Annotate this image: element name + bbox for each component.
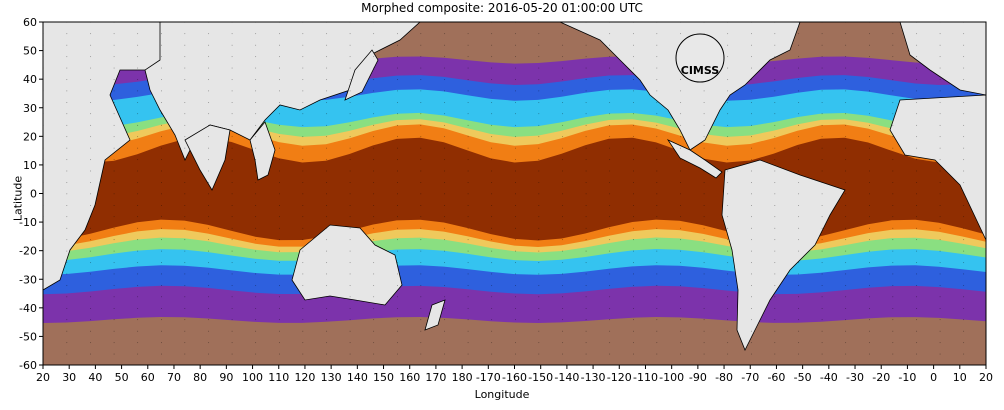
y-tick-label: -30	[19, 273, 37, 286]
x-tick-label: -90	[689, 371, 707, 384]
x-tick-label: 60	[141, 371, 155, 384]
map-title: Morphed composite: 2016-05-20 01:00:00 U…	[361, 1, 643, 15]
x-tick-label: -100	[659, 371, 684, 384]
x-tick-label: 30	[62, 371, 76, 384]
x-axis: 20 30 40 50 60 70 80 90 100 110 120 130 140 150 160 170…	[36, 365, 993, 384]
x-tick-label: 90	[219, 371, 233, 384]
y-axis: 60 50 40 30 20 10 0 -10 -20 -30 -40 -50 -60	[19, 16, 43, 372]
y-tick-label: 40	[23, 73, 37, 86]
x-tick-label: -140	[554, 371, 579, 384]
x-tick-label: -50	[794, 371, 812, 384]
x-tick-label: 120	[294, 371, 315, 384]
x-tick-label: 160	[399, 371, 420, 384]
y-tick-label: 20	[23, 130, 37, 143]
x-tick-label: -160	[502, 371, 527, 384]
x-tick-label: 150	[373, 371, 394, 384]
x-tick-label: 140	[347, 371, 368, 384]
y-tick-label: 10	[23, 159, 37, 172]
x-tick-label: 50	[115, 371, 129, 384]
x-axis-label: Longitude	[474, 388, 530, 401]
x-tick-label: 110	[268, 371, 289, 384]
y-tick-label: -50	[19, 330, 37, 343]
x-tick-label: 0	[930, 371, 937, 384]
x-tick-label: -120	[607, 371, 632, 384]
map-plot-area	[43, 22, 986, 365]
x-tick-label: 180	[452, 371, 473, 384]
x-tick-label: -10	[898, 371, 916, 384]
x-tick-label: -30	[846, 371, 864, 384]
x-tick-label: 130	[321, 371, 342, 384]
x-tick-label: -150	[528, 371, 553, 384]
x-tick-label: -70	[741, 371, 759, 384]
x-tick-label: 20	[36, 371, 50, 384]
x-tick-label: 170	[425, 371, 446, 384]
x-tick-label: 70	[167, 371, 181, 384]
x-tick-label: -110	[633, 371, 658, 384]
y-tick-label: -10	[19, 216, 37, 229]
x-tick-label: -170	[476, 371, 501, 384]
y-tick-label: -20	[19, 245, 37, 258]
y-tick-label: 60	[23, 16, 37, 29]
logo-text: CIMSS	[681, 64, 720, 77]
x-tick-label: 20	[979, 371, 993, 384]
cimss-logo: CIMSS	[675, 33, 725, 83]
x-tick-label: -80	[715, 371, 733, 384]
y-axis-label: Latitude	[11, 175, 25, 222]
x-tick-label: 100	[242, 371, 263, 384]
y-tick-label: 0	[30, 188, 37, 201]
y-tick-label: -60	[19, 359, 37, 372]
x-tick-label: 80	[193, 371, 207, 384]
x-tick-label: -130	[581, 371, 606, 384]
x-tick-label: -20	[872, 371, 890, 384]
x-tick-label: -40	[820, 371, 838, 384]
y-tick-label: 50	[23, 45, 37, 58]
x-tick-label: 40	[88, 371, 102, 384]
graticule	[43, 22, 986, 365]
y-tick-label: 30	[23, 102, 37, 115]
x-tick-label: -60	[767, 371, 785, 384]
x-tick-label: 10	[953, 371, 967, 384]
y-tick-label: -40	[19, 302, 37, 315]
